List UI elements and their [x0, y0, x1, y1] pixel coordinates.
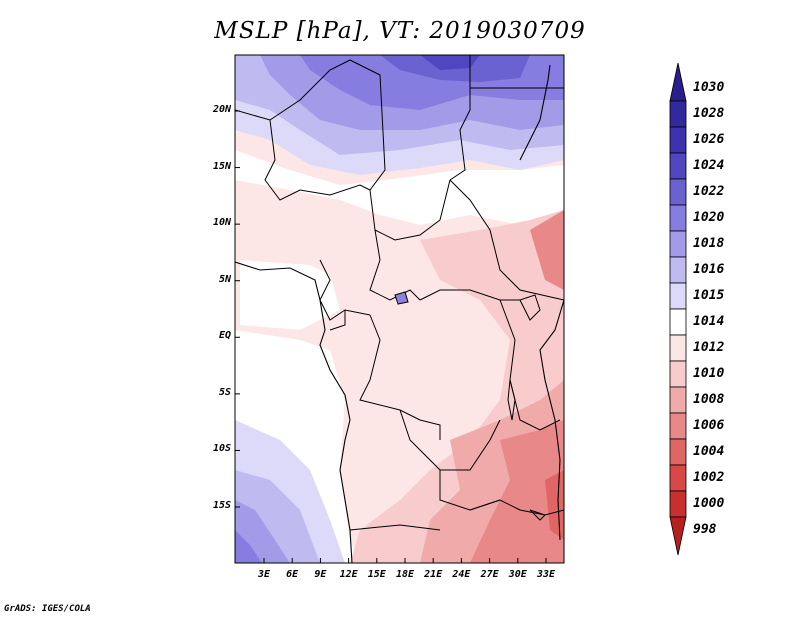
colorbar-swatch	[669, 516, 687, 556]
colorbar-label: 1022	[693, 184, 725, 199]
colorbar-label: 1026	[693, 132, 725, 147]
lakes	[394, 291, 546, 521]
colorbar-swatch	[669, 230, 687, 258]
x-tick-label: 3E	[257, 569, 271, 580]
field-white-gulf	[240, 260, 340, 330]
y-tick-label: 20N	[212, 104, 231, 115]
map-title: MSLP [hPa], VT: 2019030709	[214, 18, 586, 44]
x-tick-label: 33E	[536, 569, 556, 580]
colorbar-swatch	[669, 412, 687, 440]
colorbar-swatch	[669, 360, 687, 388]
colorbar-label: 1030	[693, 80, 725, 95]
y-tick-label: 10N	[212, 217, 231, 229]
colorbar-swatch	[669, 490, 687, 518]
colorbar-label: 1000	[693, 496, 725, 511]
colorbar-swatch	[669, 334, 687, 362]
colorbar-swatch	[669, 308, 687, 336]
y-tick-label: 15S	[212, 500, 231, 511]
colorbar-swatch	[669, 438, 687, 466]
colorbar-label: 1015	[693, 288, 725, 303]
colorbar-label: 1018	[693, 236, 725, 251]
colorbar-label: 1024	[693, 158, 725, 173]
colorbar	[669, 62, 687, 556]
colorbar-label: 1016	[693, 262, 725, 277]
x-tick-label: 12E	[339, 569, 358, 580]
map-frame	[234, 54, 565, 564]
x-tick-label: 9E	[314, 569, 327, 580]
credit-text: GrADS: IGES/COLA	[4, 604, 91, 614]
field-white-sahel	[235, 150, 564, 225]
colorbar-label: 1014	[693, 314, 725, 329]
y-tick-label: 10S	[212, 443, 231, 455]
field-1006-southeast	[470, 420, 564, 563]
x-tick-marks	[263, 558, 547, 563]
colorbar-swatch	[669, 386, 687, 414]
colorbar-label: 1010	[693, 366, 725, 381]
y-tick-marks	[235, 110, 240, 508]
colorbar-swatch	[669, 100, 687, 128]
y-tick-label: 5N	[218, 273, 231, 285]
colorbar-swatch	[669, 256, 687, 284]
field-1024-north	[420, 55, 480, 70]
colorbar-label: 1008	[693, 392, 725, 407]
colorbar-swatch	[669, 62, 687, 102]
colorbar-label: 1012	[693, 340, 725, 355]
colorbar-label: 998	[693, 522, 717, 537]
field-1006-east	[530, 210, 564, 290]
coastline	[235, 64, 564, 563]
y-tick-label: EQ	[218, 330, 231, 342]
y-tick-label: 15N	[212, 160, 231, 172]
colorbar-label: 1004	[693, 444, 725, 459]
colorbar-swatch	[669, 152, 687, 180]
x-tick-label: 6E	[286, 569, 299, 580]
colorbar-swatch	[669, 204, 687, 232]
colorbar-label: 1028	[693, 106, 725, 121]
x-tick-label: 21E	[424, 569, 443, 580]
pressure-field	[235, 55, 564, 563]
colorbar-label: 1006	[693, 418, 725, 433]
colorbar-label: 1002	[693, 470, 725, 485]
x-tick-label: 24E	[452, 569, 471, 580]
colorbar-swatch	[669, 126, 687, 154]
field-1020-southwest	[235, 530, 262, 563]
x-tick-label: 30E	[508, 569, 527, 580]
colorbar-swatch	[669, 464, 687, 492]
x-tick-label: 18E	[395, 569, 415, 580]
x-tick-label: 27E	[480, 569, 499, 580]
x-tick-label: 15E	[367, 569, 386, 580]
colorbar-label: 1020	[693, 210, 725, 225]
y-tick-label: 5S	[218, 386, 231, 398]
colorbar-swatch	[669, 282, 687, 310]
colorbar-swatch	[669, 178, 687, 206]
